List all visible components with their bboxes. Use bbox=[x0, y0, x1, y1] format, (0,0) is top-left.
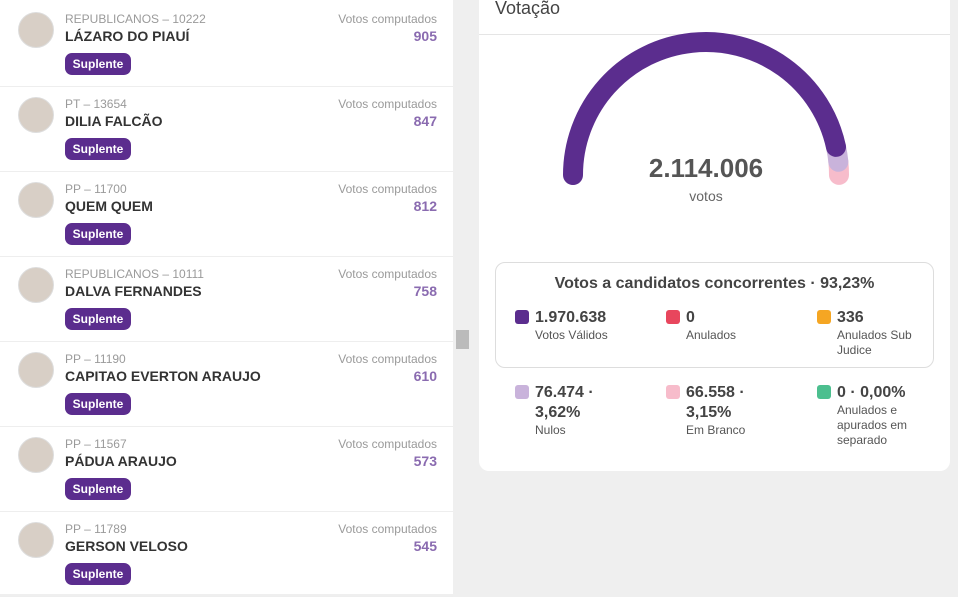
party: PP – 11700 bbox=[65, 182, 127, 196]
stat-label: Nulos bbox=[535, 423, 566, 437]
summary-box: Votos a candidatos concorrentes · 93,23% bbox=[495, 262, 934, 368]
votes-label: Votos computados bbox=[338, 12, 437, 26]
candidate-name: DILIA FALCÃO bbox=[65, 113, 163, 129]
candidate-list: REPUBLICANOS – 10222 LÁZARO DO PIAUÍ Suple… bbox=[0, 0, 453, 597]
party: REPUBLICANOS – 10111 bbox=[65, 267, 204, 281]
candidate-row: PP – 11190 CAPITAO EVERTON ARAUJO Suplente… bbox=[0, 341, 453, 427]
votes-label: Votos computados bbox=[338, 267, 437, 281]
votes-label: Votos computados bbox=[338, 97, 437, 111]
candidate-name: QUEM QUEM bbox=[65, 198, 153, 214]
status-badge: Suplente bbox=[65, 563, 131, 585]
stat-value: 0 · 0,00% bbox=[837, 384, 906, 401]
status-badge: Suplente bbox=[65, 53, 131, 75]
party: PP – 11190 bbox=[65, 352, 126, 366]
candidate-row: REPUBLICANOS – 10111 DALVA FERNANDES Suple… bbox=[0, 256, 453, 342]
gauge bbox=[563, 32, 849, 185]
total-label: votos bbox=[689, 188, 723, 204]
votes: 610 bbox=[413, 368, 437, 384]
candidate-name: CAPITAO EVERTON ARAUJO bbox=[65, 368, 261, 384]
candidate-row: REPUBLICANOS – 10222 LÁZARO DO PIAUÍ Suple… bbox=[0, 1, 453, 87]
party: PP – 11567 bbox=[65, 437, 127, 451]
candidate-row: PP – 11567 PÁDUA ARAUJO Suplente Votos comp… bbox=[0, 426, 453, 512]
stat-value: 0 bbox=[686, 309, 695, 326]
stat-item: 66.558 · 3,15% Em Branco bbox=[666, 383, 806, 438]
voting-card: Votação 2.114.006 votos Votos a candidat… bbox=[479, 0, 950, 471]
avatar bbox=[18, 182, 54, 218]
color-square bbox=[515, 310, 529, 324]
stat-label: Votos Válidos bbox=[535, 328, 608, 342]
votes: 905 bbox=[413, 28, 437, 44]
candidate-name: DALVA FERNANDES bbox=[65, 283, 202, 299]
votes-label: Votos computados bbox=[338, 182, 437, 196]
avatar bbox=[18, 522, 54, 558]
stat-value: 66.558 · 3,15% bbox=[686, 384, 745, 421]
candidate-row: PP – 11700 QUEM QUEM Suplente Votos computa… bbox=[0, 171, 453, 257]
status-badge: Suplente bbox=[65, 308, 131, 330]
stat-item: 1.970.638 Votos Válidos bbox=[515, 308, 655, 343]
votes-label: Votos computados bbox=[338, 522, 437, 536]
gauge-segment bbox=[563, 32, 846, 185]
stat-label: Anulados e apurados em separado bbox=[837, 403, 908, 447]
color-square bbox=[515, 385, 529, 399]
votes-label: Votos computados bbox=[338, 352, 437, 366]
votes: 758 bbox=[413, 283, 437, 299]
stat-value: 76.474 · 3,62% bbox=[535, 384, 594, 421]
votes-label: Votos computados bbox=[338, 437, 437, 451]
status-badge: Suplente bbox=[65, 138, 131, 160]
party: PP – 11789 bbox=[65, 522, 127, 536]
candidate-row: PP – 11789 GERSON VELOSO Suplente Votos com… bbox=[0, 511, 453, 597]
candidate-name: LÁZARO DO PIAUÍ bbox=[65, 28, 190, 44]
avatar bbox=[18, 267, 54, 303]
color-square bbox=[666, 310, 680, 324]
votes: 573 bbox=[413, 453, 437, 469]
card-title: Votação bbox=[495, 0, 561, 18]
stat-item: 0 · 0,00% Anulados e apurados em separado bbox=[817, 383, 957, 448]
summary-title: Votos a candidatos concorrentes · 93,23% bbox=[554, 275, 875, 292]
votes: 545 bbox=[413, 538, 437, 554]
stat-label: Anulados bbox=[686, 328, 737, 342]
color-square bbox=[817, 310, 831, 324]
stat-value: 336 bbox=[837, 309, 864, 326]
status-badge: Suplente bbox=[65, 478, 131, 500]
total-votes: 2.114.006 bbox=[648, 153, 764, 183]
votes: 812 bbox=[413, 198, 437, 214]
color-square bbox=[817, 385, 831, 399]
stat-item: 336 Anulados Sub Judice bbox=[817, 308, 957, 358]
votes: 847 bbox=[413, 113, 437, 129]
party: PT – 13654 bbox=[65, 97, 127, 111]
stat-value: 1.970.638 bbox=[535, 309, 607, 326]
stat-label: Anulados Sub Judice bbox=[837, 328, 912, 357]
status-badge: Suplente bbox=[65, 223, 131, 245]
stat-label: Em Branco bbox=[686, 423, 746, 437]
stat-item: 0 Anulados bbox=[666, 308, 806, 343]
avatar bbox=[18, 437, 54, 473]
stat-item: 76.474 · 3,62% Nulos bbox=[515, 383, 655, 438]
status-badge: Suplente bbox=[65, 393, 131, 415]
avatar bbox=[18, 12, 54, 48]
party: REPUBLICANOS – 10222 bbox=[65, 12, 206, 26]
candidate-name: GERSON VELOSO bbox=[65, 538, 188, 554]
candidate-name: PÁDUA ARAUJO bbox=[65, 453, 177, 469]
avatar bbox=[18, 97, 54, 133]
color-square bbox=[666, 385, 680, 399]
scrollbar[interactable] bbox=[456, 330, 469, 349]
candidate-row: PT – 13654 DILIA FALCÃO Suplente Votos comp… bbox=[0, 86, 453, 172]
avatar bbox=[18, 352, 54, 388]
